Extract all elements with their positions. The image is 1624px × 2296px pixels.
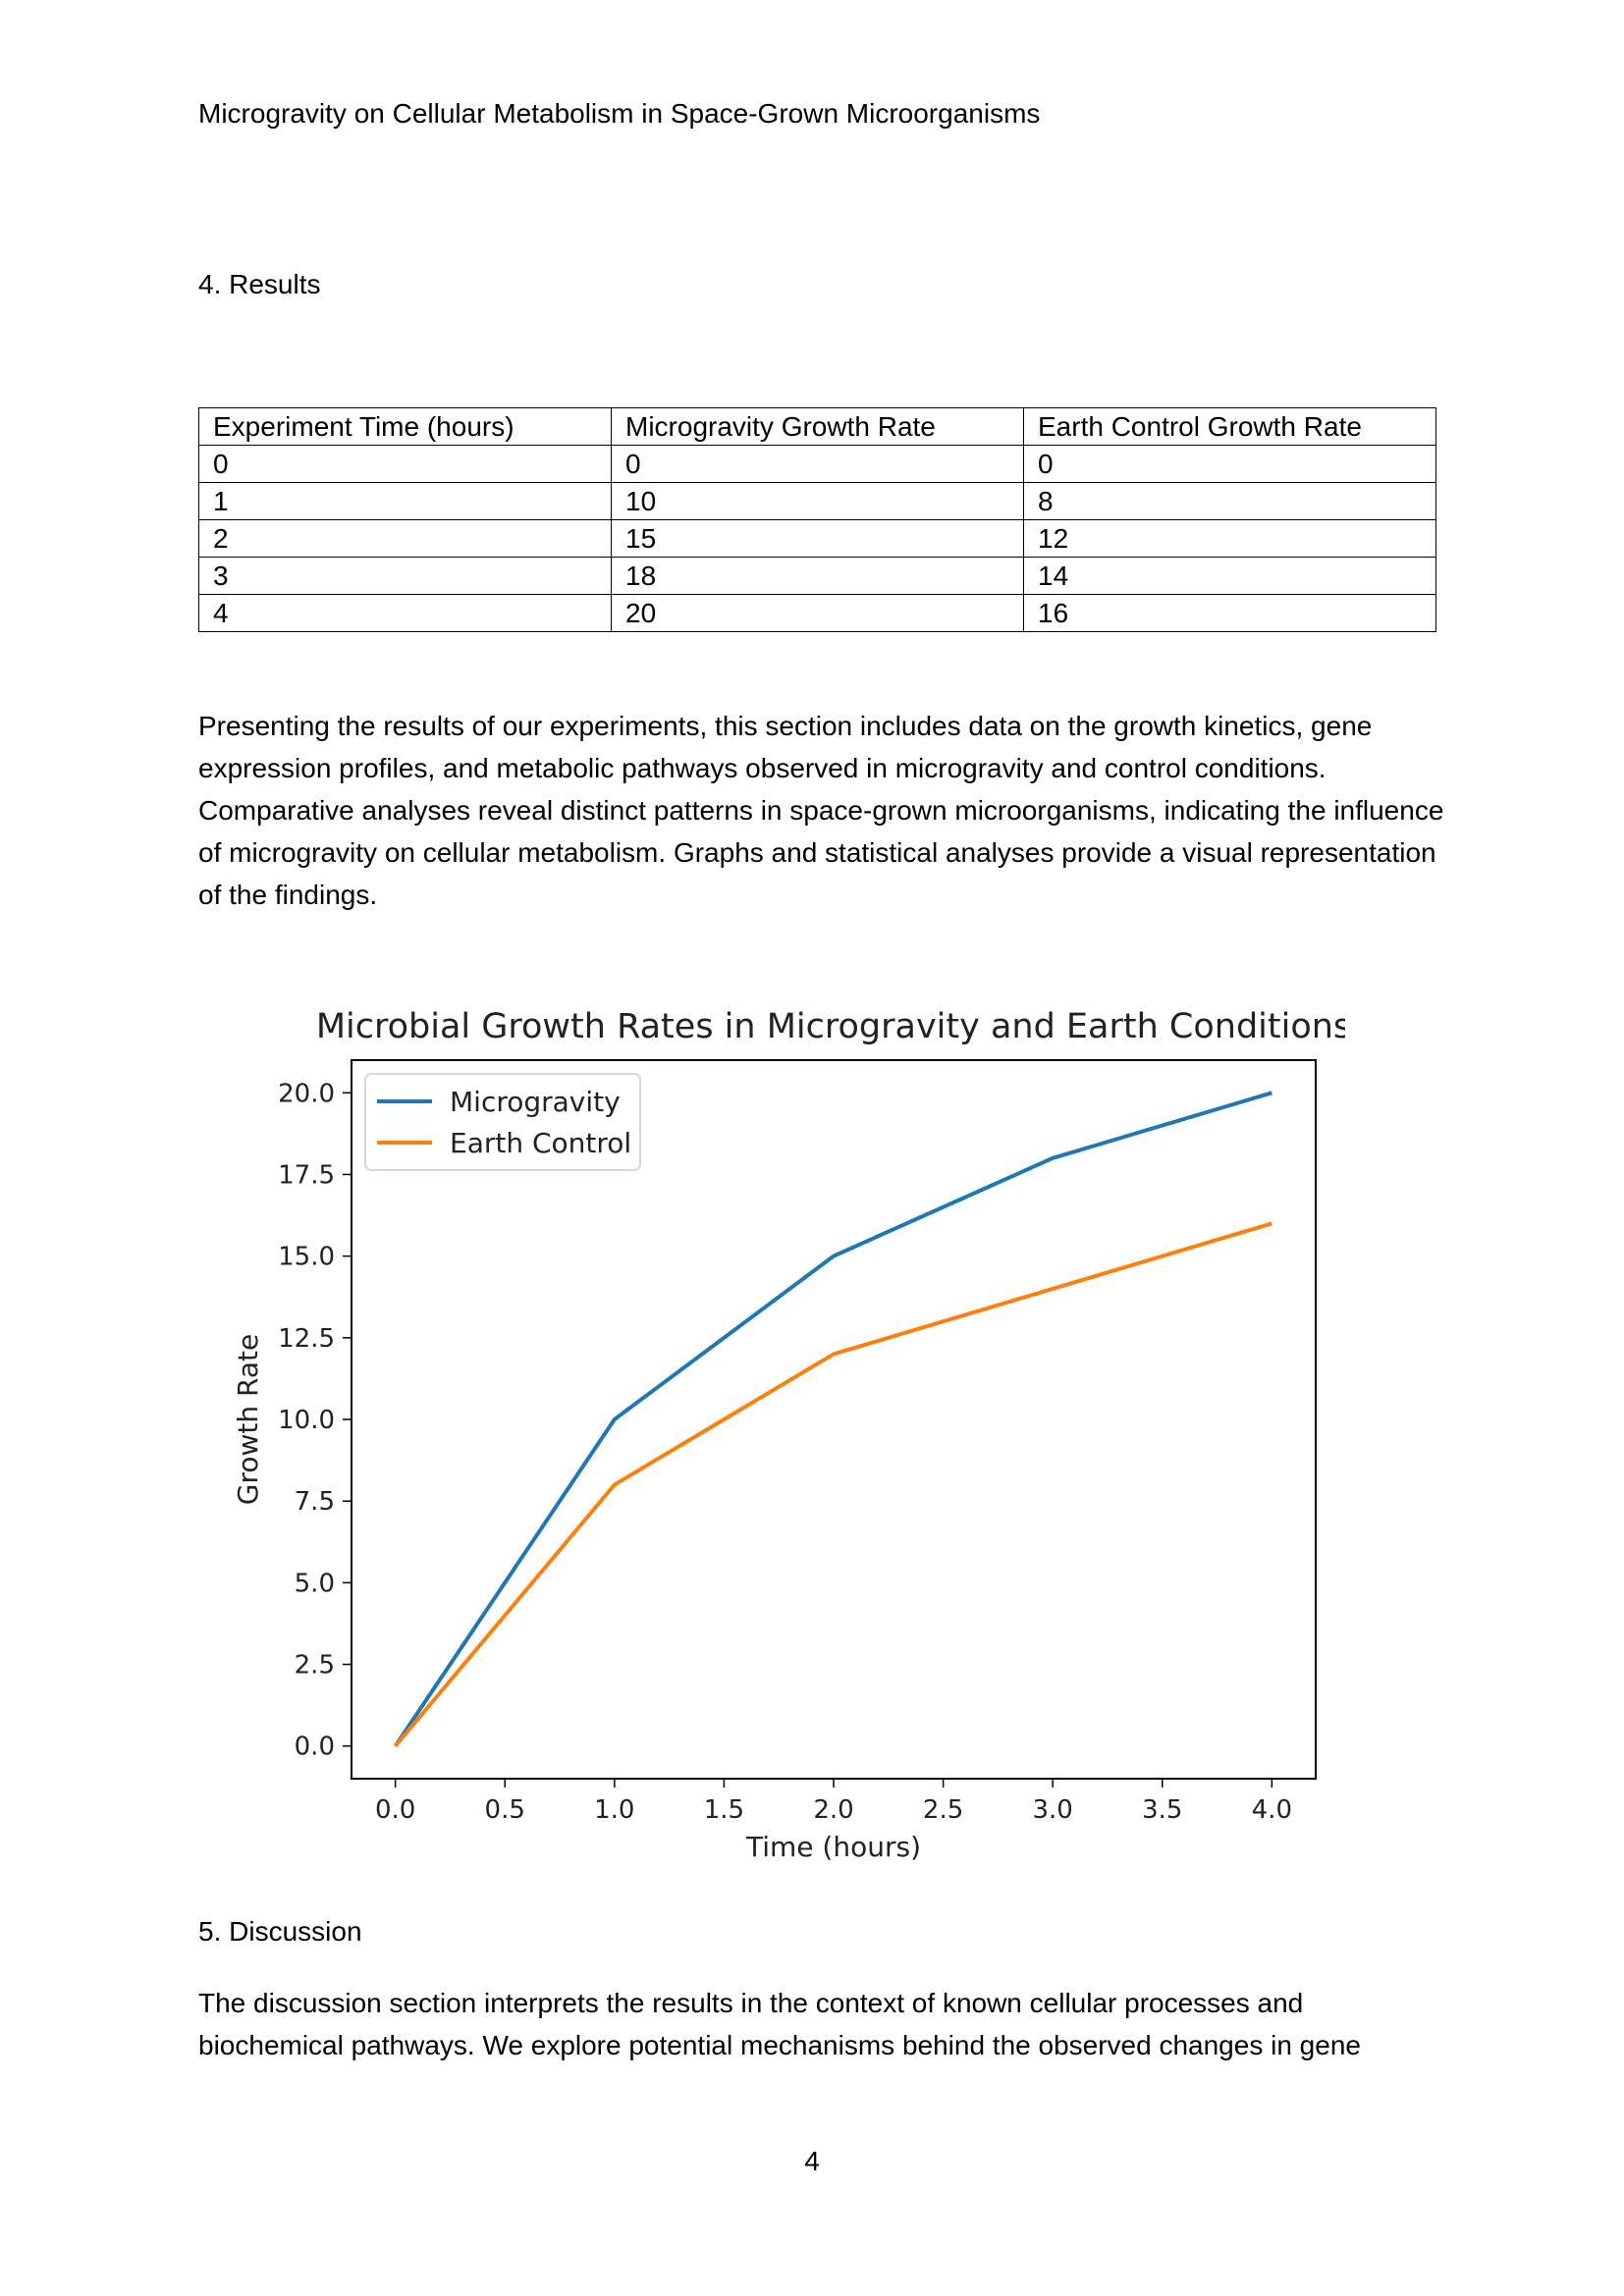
y-tick-label: 5.0 bbox=[295, 1569, 335, 1598]
discussion-paragraph: The discussion section interprets the re… bbox=[198, 1988, 1361, 2060]
table-cell: 0 bbox=[611, 445, 1024, 483]
legend-label: Earth Control bbox=[450, 1127, 631, 1159]
x-tick-label: 1.5 bbox=[704, 1795, 744, 1825]
series-line-earth-control bbox=[394, 1221, 1272, 1748]
table-row: 0 0 0 bbox=[198, 445, 1436, 483]
series-line-microgravity bbox=[393, 1091, 1272, 1747]
table-cell: 4 bbox=[198, 594, 612, 632]
x-axis-label: Time (hours) bbox=[745, 1831, 921, 1863]
chart-title: Microbial Growth Rates in Microgravity a… bbox=[316, 1007, 1345, 1046]
growth-rate-chart: Microbial Growth Rates in Microgravity a… bbox=[216, 991, 1345, 1875]
table-cell: 20 bbox=[611, 594, 1024, 632]
legend-label: Microgravity bbox=[450, 1086, 621, 1118]
x-tick-label: 3.5 bbox=[1142, 1795, 1182, 1825]
y-tick-label: 12.5 bbox=[278, 1324, 335, 1354]
table-row: 2 15 12 bbox=[198, 519, 1436, 558]
page-number: 4 bbox=[804, 2146, 820, 2176]
y-axis-label: Growth Rate bbox=[232, 1334, 264, 1505]
table-cell: 10 bbox=[611, 482, 1024, 520]
y-tick-label: 20.0 bbox=[278, 1079, 335, 1108]
table-header-row: Experiment Time (hours) Microgravity Gro… bbox=[198, 407, 1436, 446]
table-cell: 3 bbox=[198, 557, 612, 595]
results-heading: 4. Results bbox=[198, 269, 321, 299]
column-header: Earth Control Growth Rate bbox=[1023, 407, 1436, 446]
x-tick-label: 3.0 bbox=[1033, 1795, 1073, 1825]
table-cell: 18 bbox=[611, 557, 1024, 595]
growth-rate-table: Experiment Time (hours) Microgravity Gro… bbox=[198, 407, 1436, 632]
running-title: Microgravity on Cellular Metabolism in S… bbox=[198, 98, 1041, 129]
y-tick-label: 0.0 bbox=[295, 1733, 335, 1762]
legend-box bbox=[364, 1073, 641, 1171]
table-cell: 15 bbox=[611, 519, 1024, 558]
results-paragraph: Presenting the results of our experiment… bbox=[198, 711, 1444, 910]
y-tick-label: 17.5 bbox=[278, 1160, 335, 1190]
x-tick-label: 4.0 bbox=[1252, 1795, 1292, 1825]
x-tick-label: 0.0 bbox=[375, 1795, 415, 1825]
table-row: 1 10 8 bbox=[198, 482, 1436, 520]
y-tick-label: 2.5 bbox=[295, 1651, 335, 1681]
x-tick-label: 2.5 bbox=[923, 1795, 963, 1825]
table-row: 4 20 16 bbox=[198, 594, 1436, 632]
x-tick-label: 2.0 bbox=[813, 1795, 853, 1825]
table-cell: 12 bbox=[1023, 519, 1436, 558]
y-tick-label: 15.0 bbox=[278, 1243, 335, 1272]
x-tick-label: 1.0 bbox=[594, 1795, 634, 1825]
table-cell: 16 bbox=[1023, 594, 1436, 632]
table-cell: 2 bbox=[198, 519, 612, 558]
table-cell: 8 bbox=[1023, 482, 1436, 520]
table-cell: 14 bbox=[1023, 557, 1436, 595]
table-cell: 1 bbox=[198, 482, 612, 520]
discussion-heading: 5. Discussion bbox=[198, 1916, 362, 1947]
table-row: 3 18 14 bbox=[198, 557, 1436, 595]
line-chart-svg: Microbial Growth Rates in Microgravity a… bbox=[232, 1007, 1345, 1863]
table-cell: 0 bbox=[198, 445, 612, 483]
column-header: Experiment Time (hours) bbox=[198, 407, 612, 446]
table-cell: 0 bbox=[1023, 445, 1436, 483]
y-tick-label: 7.5 bbox=[295, 1487, 335, 1517]
column-header: Microgravity Growth Rate bbox=[611, 407, 1024, 446]
x-tick-label: 0.5 bbox=[485, 1795, 525, 1825]
y-tick-label: 10.0 bbox=[278, 1406, 335, 1435]
